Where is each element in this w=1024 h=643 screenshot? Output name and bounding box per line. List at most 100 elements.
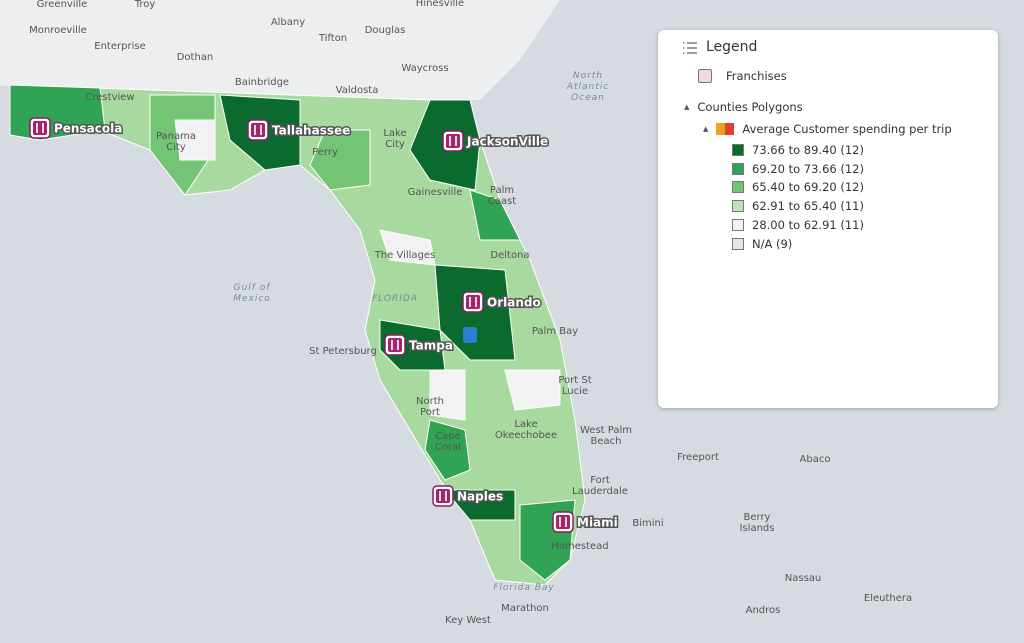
place-label: Albany [271,17,305,28]
place-label-line: The Villages [374,250,436,261]
place-label-line: Deltona [490,250,529,261]
franchise-marker[interactable]: Naples [432,485,505,507]
place-label-line: Douglas [365,25,406,36]
legend-class: 28.00 to 62.91 (11) [732,218,864,232]
fork-knife [391,340,399,350]
franchise-icon-inner [466,295,480,309]
legend-group-label: Counties Polygons [697,100,803,114]
place-label: Freeport [677,452,719,463]
place-label-line: Islands [740,523,775,534]
place-label: Abaco [800,454,831,465]
place-label: Waycross [401,63,448,74]
place-label-line: Panama [156,131,196,142]
place-label: Palm Coast [488,185,516,207]
place-label-line: Freeport [677,452,719,463]
place-label: Berry Islands [740,512,775,534]
place-label-line: Nassau [785,573,822,584]
legend-swatch [732,237,744,250]
place-label: Marathon [501,603,549,614]
place-label: Andros [746,605,781,616]
place-label: Perry [312,147,338,158]
place-label-line: Marathon [501,603,549,614]
franchise-marker[interactable]: Tampa [384,334,454,356]
franchise-label: Pensacola [54,122,122,136]
legend-class-label: 65.40 to 69.20 (12) [752,180,864,195]
place-label-line: Okeechobee [495,430,557,441]
franchise-marker[interactable]: Miami [552,511,619,533]
legend-class-label: 73.66 to 89.40 (12) [752,143,864,157]
layer-icon [716,123,735,135]
water-label-line: Gulf of [234,283,272,293]
land-georgia [0,0,500,100]
place-label: Gainesville [408,187,463,198]
place-label-line: Perry [312,147,338,158]
franchise-marker[interactable]: Orlando [462,291,542,313]
franchise-icon-inner [388,338,402,352]
place-label: Douglas [365,25,406,36]
legend-class: 65.40 to 69.20 (12) [732,180,864,194]
place-label-line: West Palm [580,425,632,436]
franchise-label: Tampa [409,339,453,353]
legend-swatch [732,200,744,213]
fork-knife [36,123,44,133]
place-label-line: City [166,142,186,153]
place-label-line: St Petersburg [309,346,377,357]
place-label: Panama City [156,131,196,153]
legend-swatch [732,162,744,175]
legend-class: 62.91 to 65.40 (11) [732,199,864,213]
legend-group[interactable]: ▲ Counties Polygons [684,100,803,114]
place-label-line: Coral [435,442,461,453]
place-label: Enterprise [94,41,145,52]
place-label-line: North [416,396,444,407]
place-label-line: Key West [445,615,491,626]
place-label-line: Berry [744,512,771,523]
place-label-line: Tifton [318,33,347,44]
legend-class-label: 69.20 to 73.66 (12) [752,161,864,176]
place-label: Troy [134,0,156,10]
place-label: Tifton [318,33,347,44]
place-label-line: Cape [435,431,461,442]
franchise-marker[interactable]: Pensacola [29,117,124,139]
place-label: Port St Lucie [558,375,591,397]
legend-layer-label: Average Customer spending per trip [742,122,952,136]
fork-knife [439,491,447,501]
place-label-line: Enterprise [94,41,145,52]
place-label: Nassau [785,573,822,584]
legend-icon [683,42,697,54]
fork-knife [449,136,457,146]
water-label-line: North [573,71,603,81]
place-label: St Petersburg [309,346,377,357]
place-label-line: Bainbridge [235,77,289,88]
place-label: Palm Bay [532,326,578,337]
legend-layer[interactable]: ▲ Average Customer spending per trip [703,122,952,136]
place-label-line: Lucie [562,386,588,397]
place-label: The Villages [374,250,436,261]
fork-knife [559,517,567,527]
place-label: Hinesville [416,0,464,9]
water-label: Gulf of Mexico [233,283,271,304]
info-marker[interactable] [463,327,477,343]
place-label-line: Dothan [177,52,214,63]
place-label-line: Albany [271,17,305,28]
water-label-line: FLORIDA [372,294,418,304]
legend-franchises[interactable]: Franchises [698,69,787,83]
place-label-line: City [385,139,405,150]
place-label-line: Crestview [85,92,134,103]
franchise-marker[interactable]: JacksonVille [442,130,550,152]
place-label-line: Port [420,407,440,418]
franchise-marker[interactable]: Tallahassee [247,119,352,141]
franchise-icon-inner [436,489,450,503]
place-label: Lake City [383,128,406,150]
franchise-label: Tallahassee [272,124,350,138]
place-label-line: Abaco [800,454,831,465]
place-label: Cape Coral [435,431,461,453]
franchise-icon-inner [33,121,47,135]
legend-class: N/A (9) [732,237,792,251]
place-label: Key West [445,615,491,626]
franchise-icon [698,69,712,83]
place-label-line: Gainesville [408,187,463,198]
legend-swatch [732,144,744,156]
place-label: Valdosta [336,85,379,96]
